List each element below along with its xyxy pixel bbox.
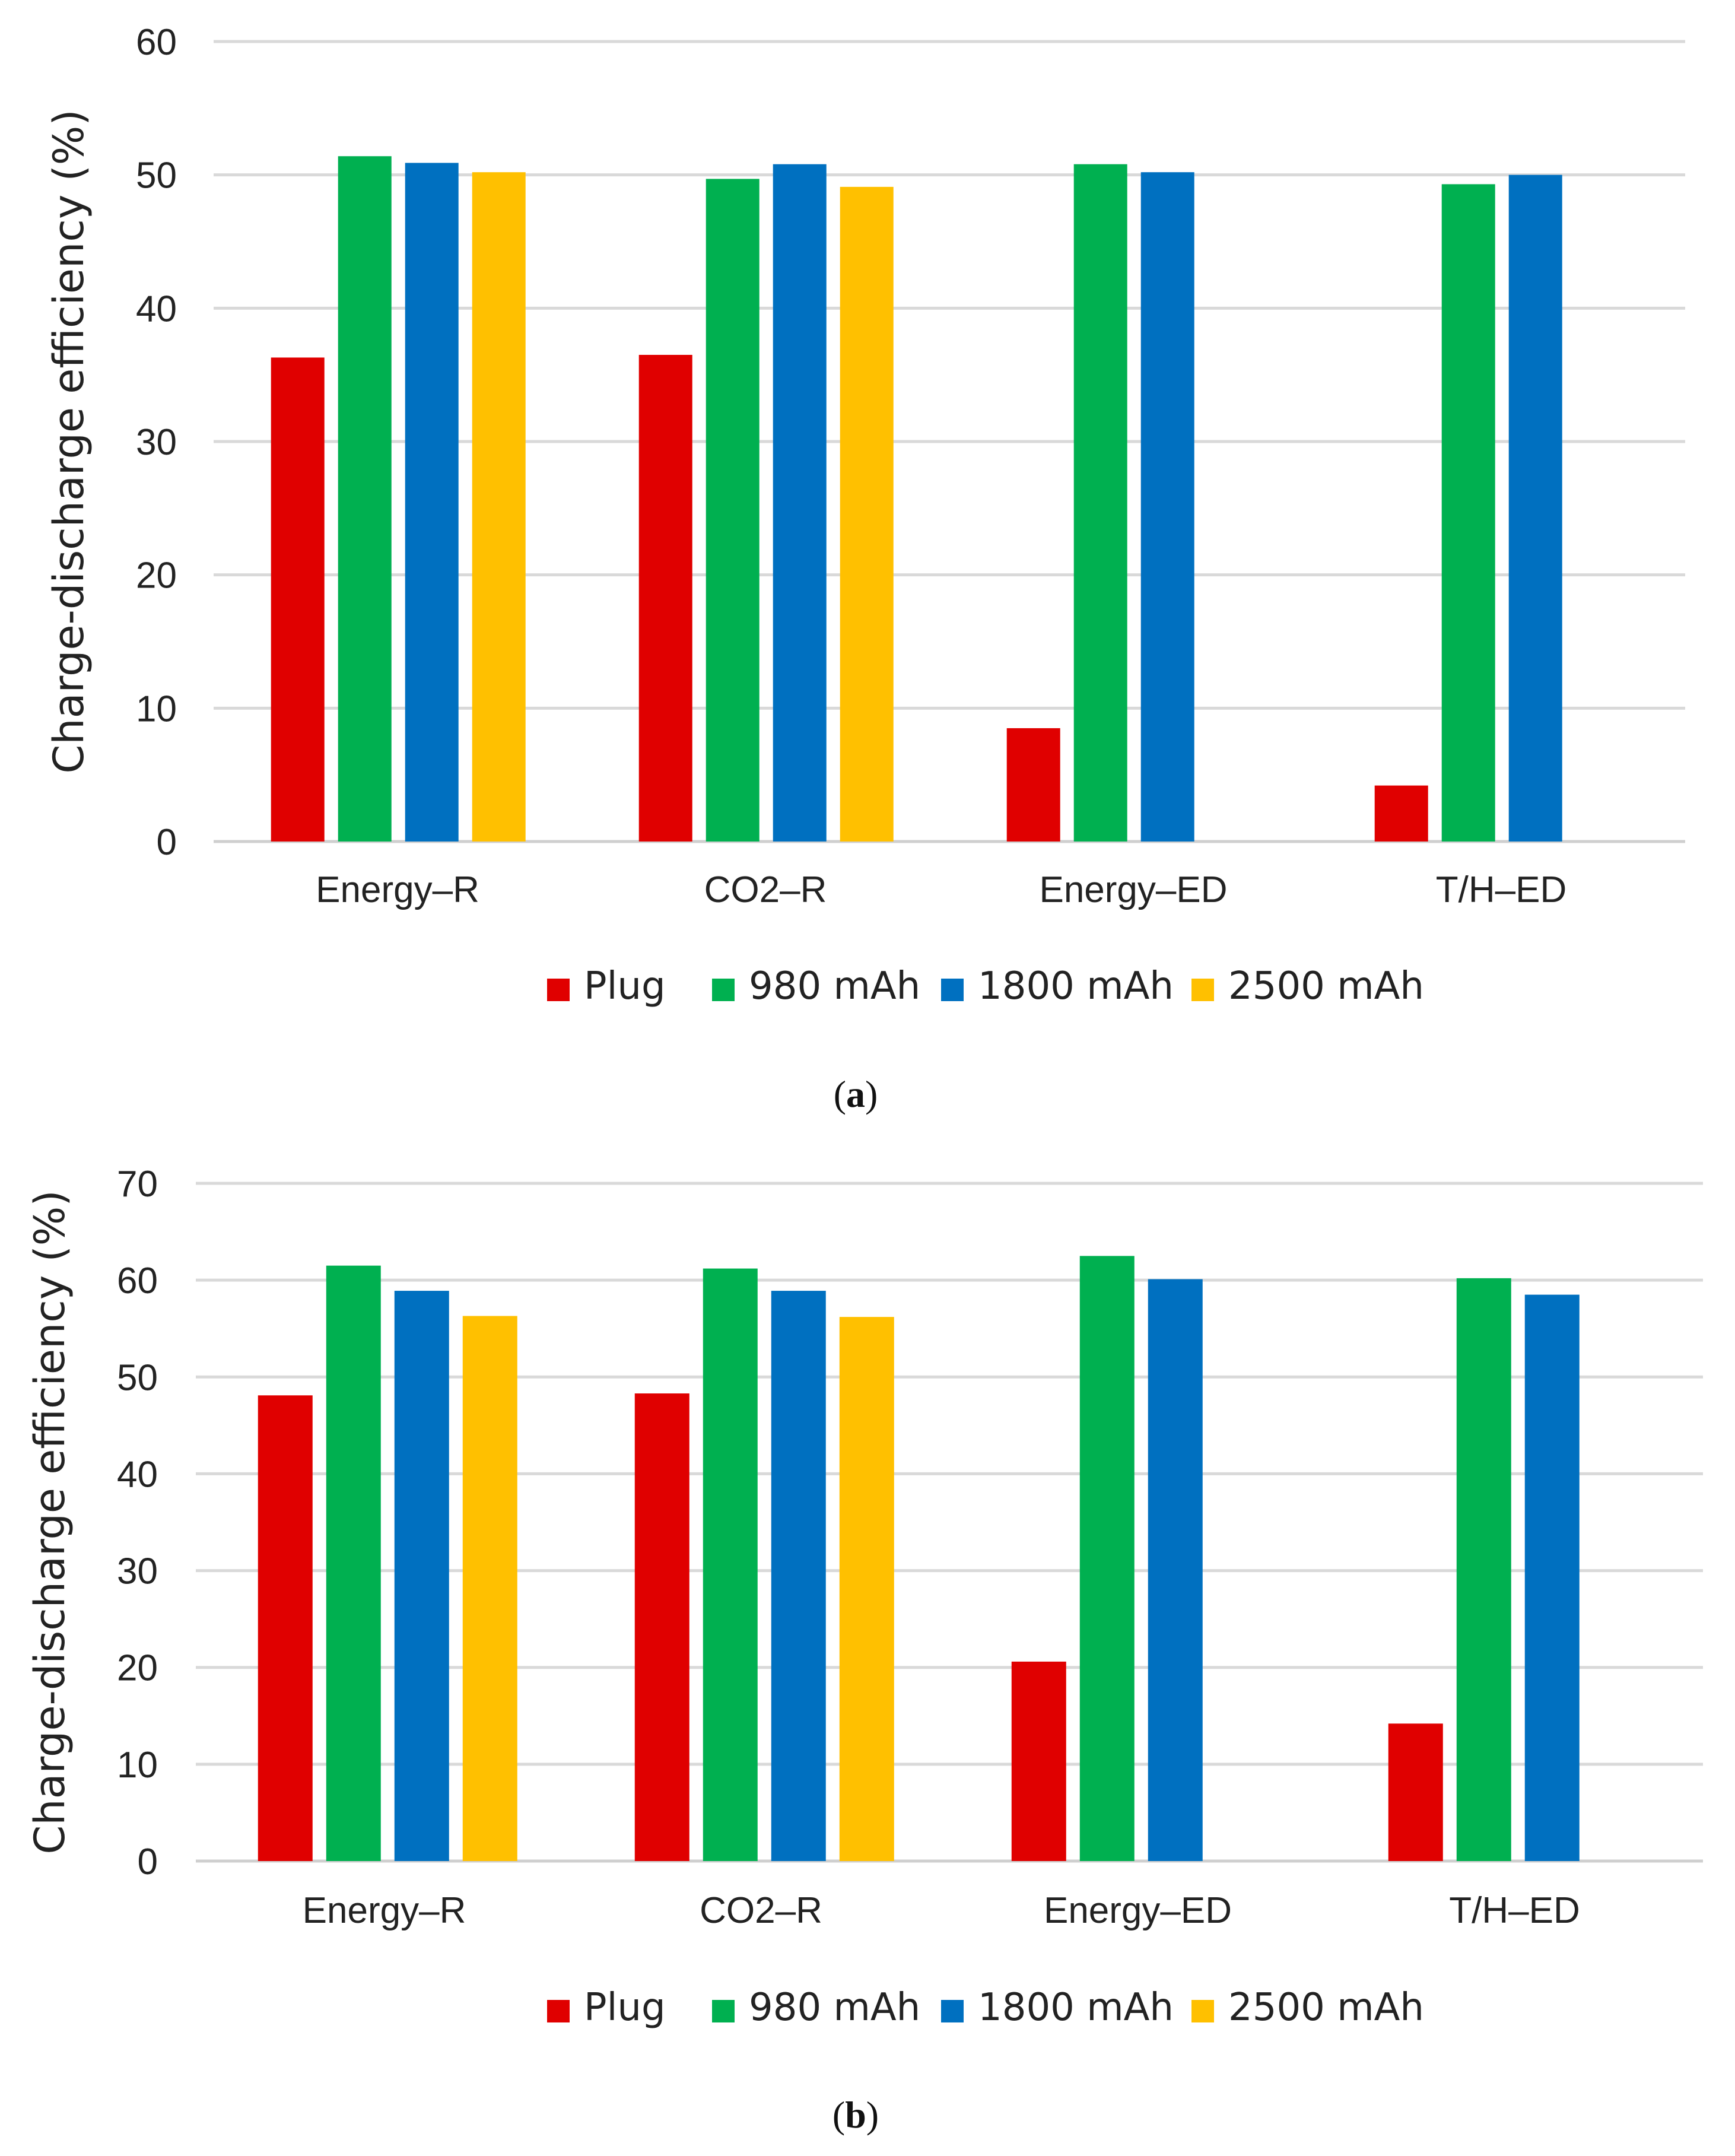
y-tick-label: 40 [136, 288, 177, 329]
legend-swatch-980-mah [712, 979, 735, 1001]
legend-swatch-980-mah [712, 2000, 735, 2022]
legend-label: Plug [584, 964, 666, 1008]
bar-a-1800-mah-1 [405, 163, 459, 842]
bar-a-1800-mah-3 [1140, 172, 1194, 842]
bar-b-1800-mah-3 [1148, 1279, 1203, 1861]
bar-b-2500-mah-1 [462, 1316, 517, 1861]
bar-b-plug-3 [1011, 1661, 1066, 1861]
legend-swatch-1800-mah [941, 979, 964, 1001]
legend-swatch-plug [547, 2000, 570, 2022]
bar-b-2500-mah-2 [839, 1317, 894, 1861]
legend-label: 1800 mAh [978, 1986, 1174, 2030]
y-tick-label: 20 [117, 1648, 158, 1689]
legend-swatch-2500-mah [1191, 979, 1214, 1001]
legend-label: 980 mAh [749, 964, 920, 1008]
bar-a-plug-3 [1006, 728, 1060, 842]
y-tick-label: 10 [117, 1745, 158, 1786]
y-axis-label: Charge-discharge efficiency (%) [26, 1190, 74, 1854]
x-category-label: Energy–R [303, 1890, 466, 1931]
legend-label: 980 mAh [749, 1986, 920, 2030]
legend-label: 1800 mAh [978, 964, 1174, 1008]
y-tick-label: 50 [117, 1357, 158, 1398]
x-category-label: CO2–R [704, 869, 827, 910]
x-category-label: CO2–R [700, 1890, 822, 1931]
y-tick-label: 70 [117, 1164, 158, 1205]
legend-label: 2500 mAh [1228, 1986, 1424, 2030]
x-category-label: Energy–ED [1039, 869, 1227, 910]
bar-a-plug-1 [271, 357, 325, 842]
bar-b-plug-1 [258, 1395, 313, 1861]
legend-swatch-plug [547, 979, 570, 1001]
bar-b-plug-2 [634, 1393, 689, 1861]
panel-caption: (b) [832, 2094, 879, 2136]
bar-b-980-mah-4 [1456, 1278, 1511, 1861]
y-tick-label: 10 [136, 688, 177, 729]
y-tick-label: 40 [117, 1454, 158, 1495]
y-tick-label: 0 [157, 822, 177, 863]
y-tick-label: 30 [117, 1551, 158, 1592]
bar-a-1800-mah-4 [1508, 174, 1562, 842]
panel-caption: (a) [834, 1073, 878, 1115]
bar-a-2500-mah-2 [840, 186, 894, 842]
bar-b-plug-4 [1388, 1723, 1443, 1861]
y-tick-label: 50 [136, 155, 177, 196]
figure-a: 0 10 20 30 40 50 60 Charge-discharge efficiency… [45, 22, 1685, 1115]
legend-swatch-2500-mah [1191, 2000, 1214, 2022]
bar-b-1800-mah-1 [394, 1291, 449, 1861]
bar-a-980-mah-3 [1073, 164, 1127, 842]
y-axis-label: Charge-discharge efficiency (%) [45, 109, 93, 773]
legend-label: Plug [584, 1986, 666, 2030]
y-tick-label: 60 [117, 1260, 158, 1301]
bar-a-plug-4 [1374, 785, 1428, 842]
bar-b-1800-mah-4 [1524, 1294, 1580, 1861]
x-category-label: T/H–ED [1449, 1890, 1580, 1931]
y-tick-label: 60 [136, 22, 177, 63]
bar-a-plug-2 [638, 354, 692, 842]
x-category-label: T/H–ED [1436, 869, 1566, 910]
chart-b: 0 10 20 30 40 50 60 70 Charge-discharge efficien… [26, 1164, 1703, 2136]
bar-b-980-mah-2 [703, 1268, 758, 1861]
y-tick-label: 20 [136, 555, 177, 596]
bar-b-980-mah-3 [1079, 1256, 1135, 1861]
y-tick-label: 0 [138, 1841, 158, 1882]
bar-a-980-mah-2 [706, 179, 760, 842]
figure-b: 0 10 20 30 40 50 60 70 Charge-discharge efficien… [0, 1145, 1735, 2156]
bar-a-980-mah-1 [338, 156, 392, 842]
legend-swatch-1800-mah [941, 2000, 964, 2022]
bar-a-980-mah-4 [1441, 184, 1495, 842]
bar-a-1800-mah-2 [773, 164, 827, 842]
legend-label: 2500 mAh [1228, 964, 1424, 1008]
chart-a: 0 10 20 30 40 50 60 Charge-discharge efficiency… [45, 22, 1685, 1115]
x-category-label: Energy–ED [1044, 1890, 1232, 1931]
bar-a-2500-mah-1 [472, 172, 526, 842]
bar-b-980-mah-1 [326, 1265, 381, 1861]
y-tick-label: 30 [136, 422, 177, 463]
bar-b-1800-mah-2 [771, 1291, 826, 1861]
x-category-label: Energy–R [316, 869, 479, 910]
